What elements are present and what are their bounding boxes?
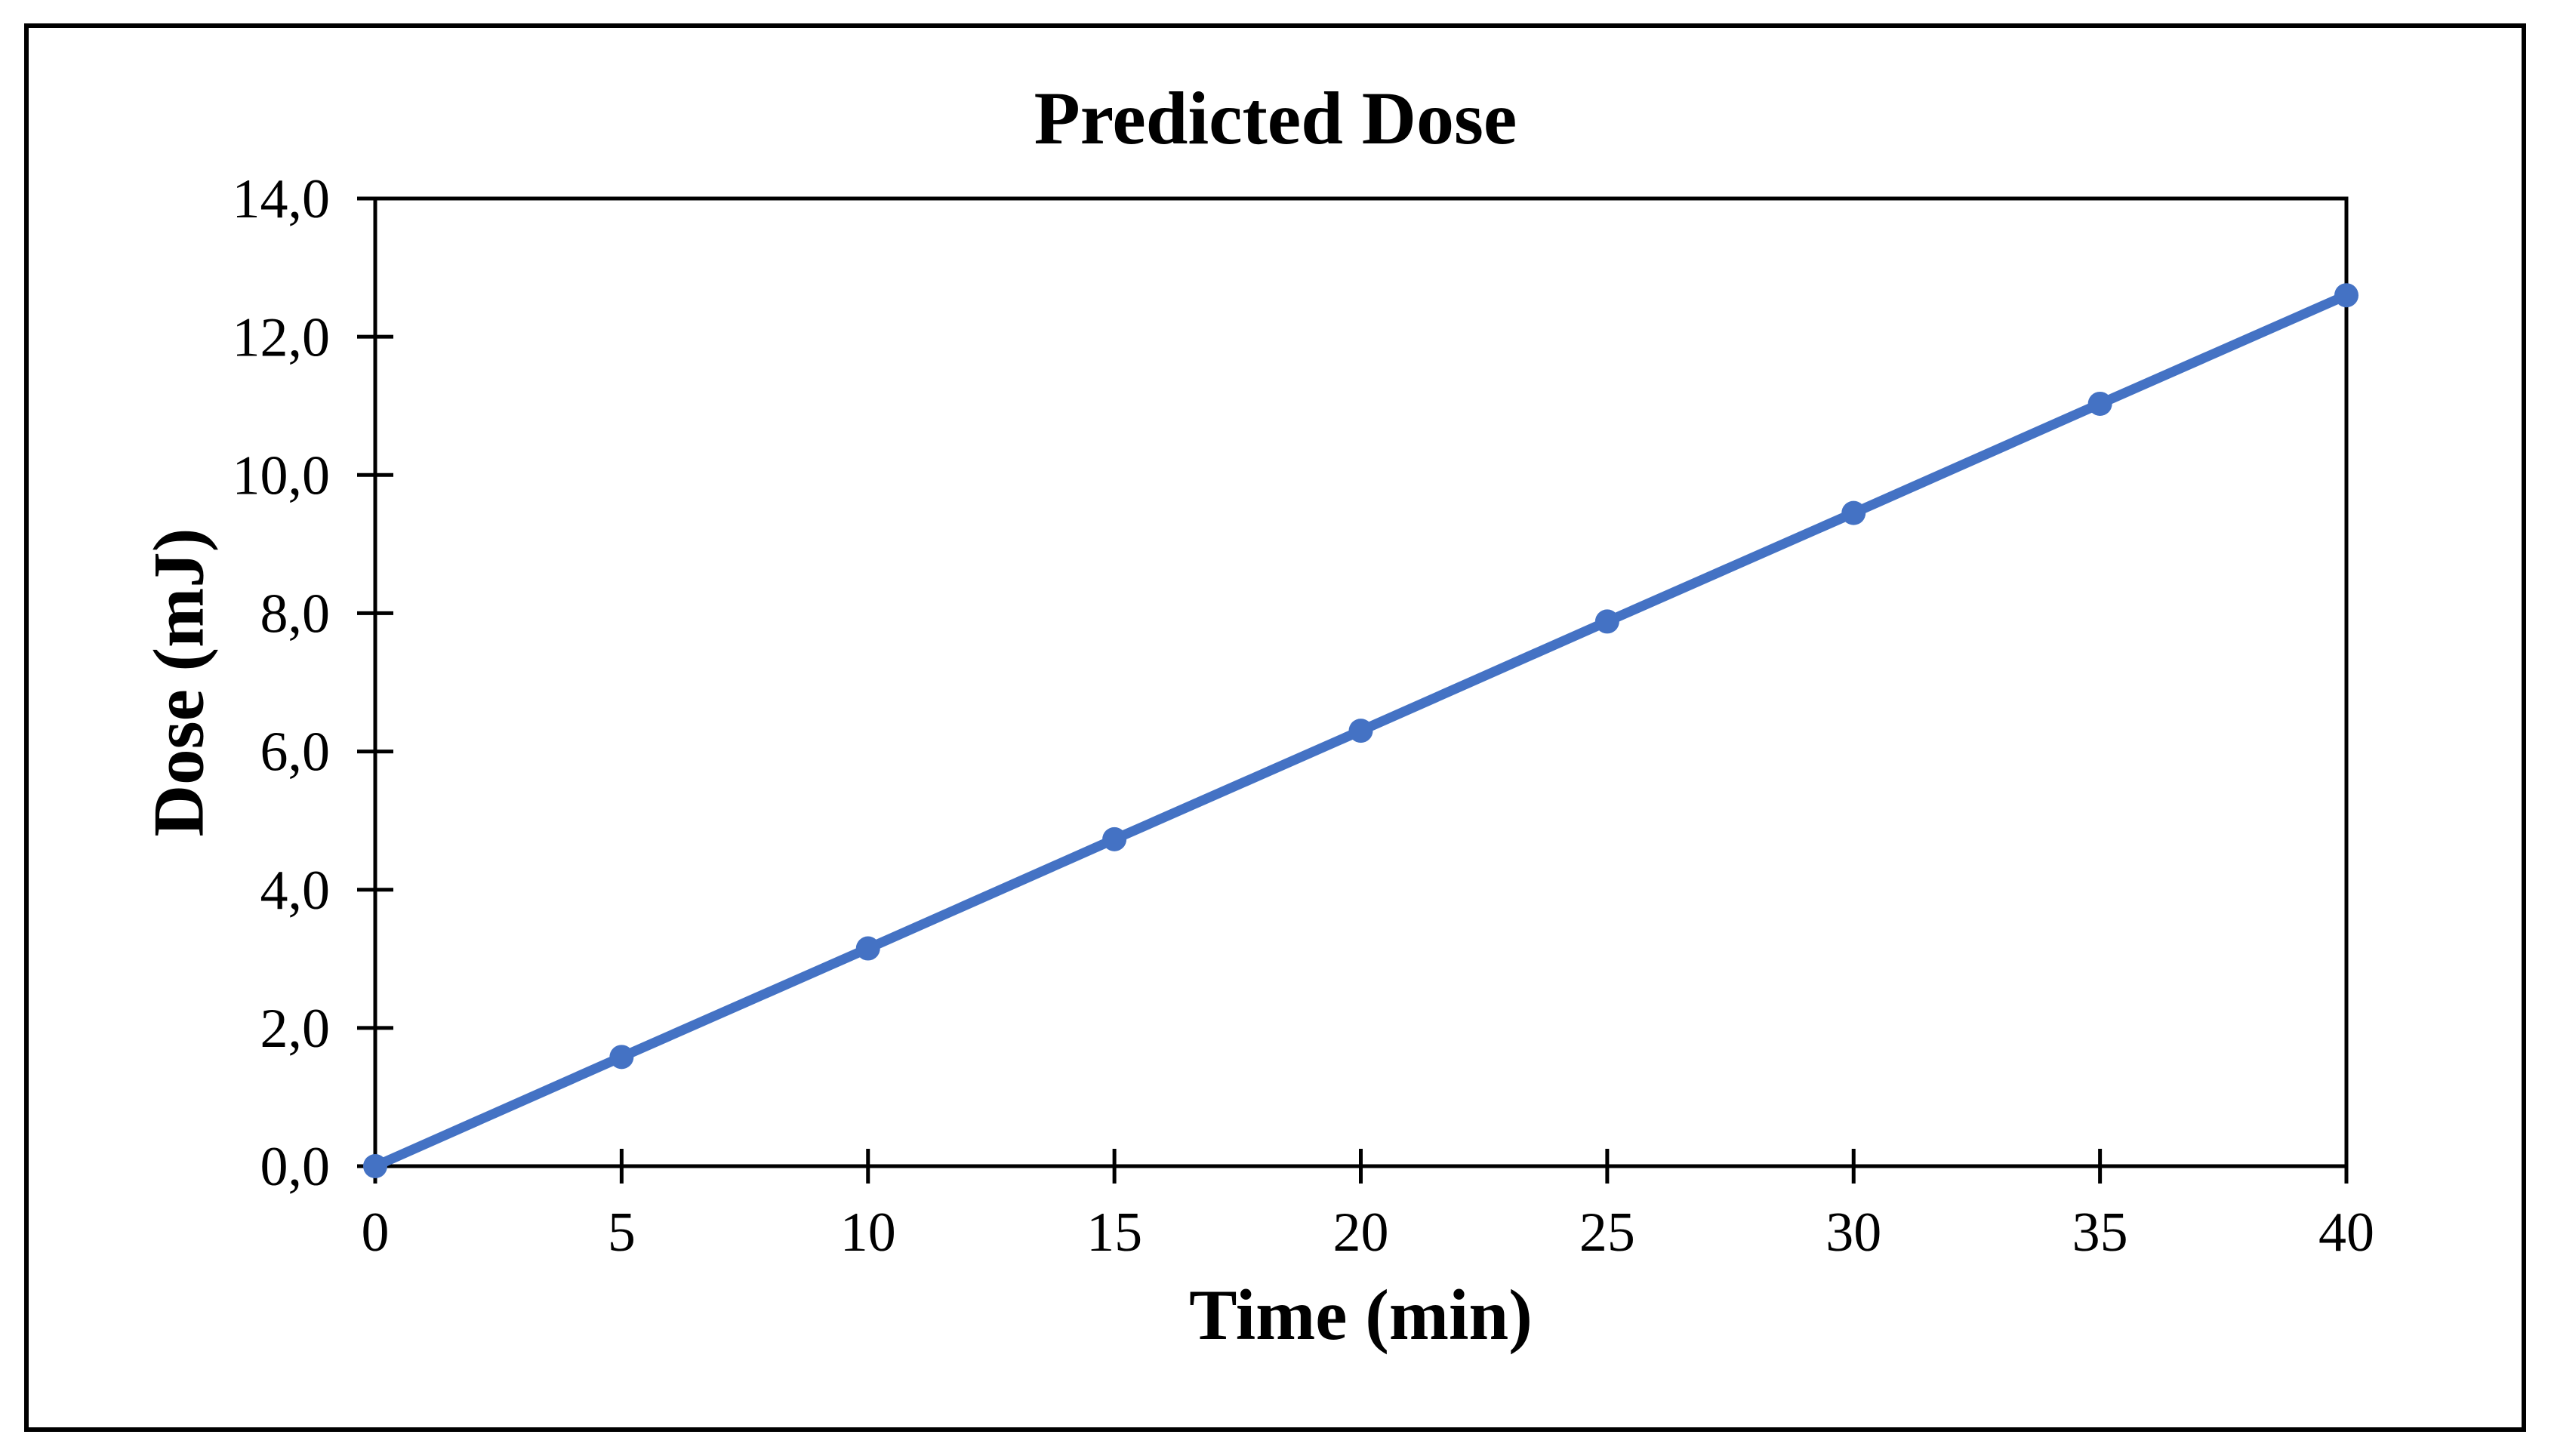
data-point-marker	[2334, 283, 2358, 308]
y-tick-label: 0,0	[260, 1136, 331, 1198]
x-tick-label: 25	[1579, 1202, 1635, 1264]
x-tick-label: 10	[840, 1202, 896, 1264]
data-point-marker	[1348, 719, 1373, 743]
chart-outer-border	[24, 23, 2526, 1432]
chart-title: Predicted Dose	[1034, 76, 1517, 160]
x-tick-label: 30	[1825, 1202, 1881, 1264]
x-tick-label: 40	[2318, 1202, 2374, 1264]
data-point-marker	[609, 1045, 634, 1070]
plot-area-border	[373, 196, 2349, 1168]
data-point-marker	[1594, 609, 1619, 634]
x-tick-label: 0	[362, 1202, 390, 1264]
data-point-marker	[1841, 500, 1866, 525]
data-point-marker	[1102, 827, 1127, 851]
y-tick-label: 8,0	[260, 583, 331, 645]
y-tick-label: 4,0	[260, 860, 331, 922]
x-tick-label: 15	[1086, 1202, 1142, 1264]
y-tick-label: 2,0	[260, 998, 331, 1060]
data-point-marker	[2087, 391, 2112, 416]
data-point-marker	[363, 1154, 387, 1178]
x-tick-label: 5	[608, 1202, 636, 1264]
x-tick-label: 35	[2072, 1202, 2128, 1264]
x-axis-title: Time (min)	[1189, 1275, 1533, 1355]
y-tick-label: 14,0	[233, 168, 331, 230]
data-point-marker	[855, 936, 880, 961]
y-tick-label: 6,0	[260, 722, 331, 783]
y-tick-label: 10,0	[233, 445, 331, 506]
y-tick-label: 12,0	[233, 306, 331, 368]
x-tick-label: 20	[1333, 1202, 1389, 1264]
